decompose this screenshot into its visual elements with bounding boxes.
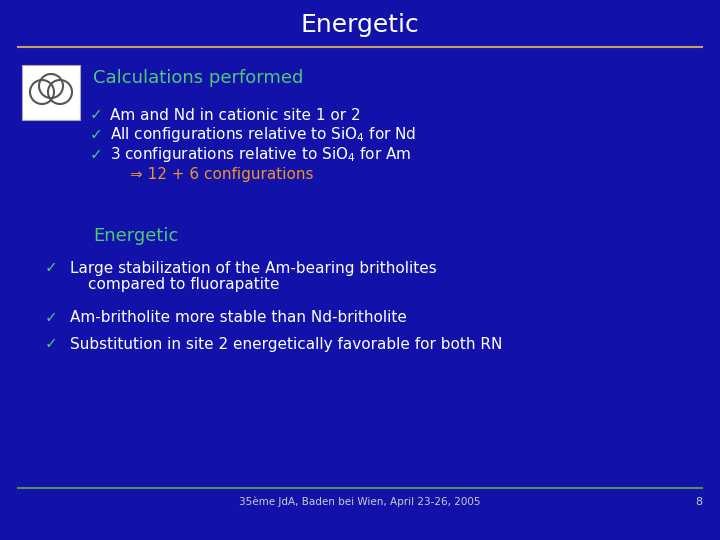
Text: ⇒ 12 + 6 configurations: ⇒ 12 + 6 configurations [130,167,313,183]
Text: ✓: ✓ [45,336,58,352]
Text: compared to fluorapatite: compared to fluorapatite [88,276,279,292]
Text: Substitution in site 2 energetically favorable for both RN: Substitution in site 2 energetically fav… [70,336,503,352]
Text: ✓: ✓ [90,127,103,143]
Text: ✓: ✓ [45,260,58,275]
Text: 35ème JdA, Baden bei Wien, April 23-26, 2005: 35ème JdA, Baden bei Wien, April 23-26, … [239,497,481,507]
Text: Am-britholite more stable than Nd-britholite: Am-britholite more stable than Nd-britho… [70,310,407,326]
Text: Am and Nd in cationic site 1 or 2: Am and Nd in cationic site 1 or 2 [110,107,361,123]
Text: Energetic: Energetic [93,227,179,245]
Text: 8: 8 [695,497,702,507]
Text: ✓: ✓ [90,107,103,123]
Text: ✓: ✓ [90,147,103,163]
Text: All configurations relative to SiO$_4$ for Nd: All configurations relative to SiO$_4$ f… [110,125,416,145]
Text: Calculations performed: Calculations performed [93,69,303,87]
Text: ✓: ✓ [45,310,58,326]
Text: 3 configurations relative to SiO$_4$ for Am: 3 configurations relative to SiO$_4$ for… [110,145,411,165]
Text: Energetic: Energetic [301,13,419,37]
Text: Large stabilization of the Am-bearing britholites: Large stabilization of the Am-bearing br… [70,260,437,275]
FancyBboxPatch shape [22,65,80,120]
